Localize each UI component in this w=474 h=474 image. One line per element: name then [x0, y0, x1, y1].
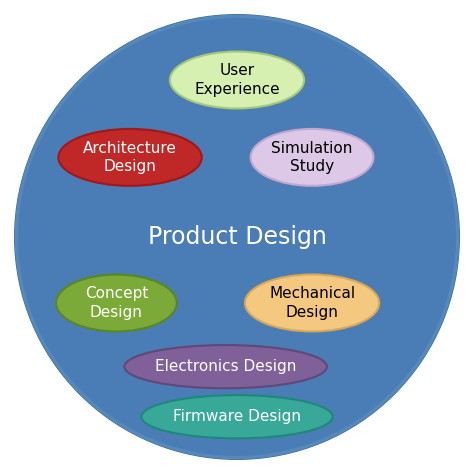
Text: Simulation
Study: Simulation Study — [272, 141, 353, 174]
Text: User
Experience: User Experience — [194, 63, 280, 97]
Ellipse shape — [170, 52, 304, 109]
Circle shape — [14, 14, 460, 460]
Ellipse shape — [251, 129, 374, 186]
Circle shape — [16, 16, 458, 458]
Ellipse shape — [141, 395, 333, 438]
Text: Product Design: Product Design — [147, 225, 327, 249]
Ellipse shape — [56, 274, 177, 331]
Ellipse shape — [124, 345, 327, 388]
Text: Firmware Design: Firmware Design — [173, 409, 301, 424]
Text: Architecture
Design: Architecture Design — [83, 141, 177, 174]
Text: Electronics Design: Electronics Design — [155, 359, 296, 374]
Text: Concept
Design: Concept Design — [85, 286, 148, 320]
Text: Mechanical
Design: Mechanical Design — [269, 286, 355, 320]
Ellipse shape — [58, 129, 202, 186]
Ellipse shape — [245, 274, 379, 331]
